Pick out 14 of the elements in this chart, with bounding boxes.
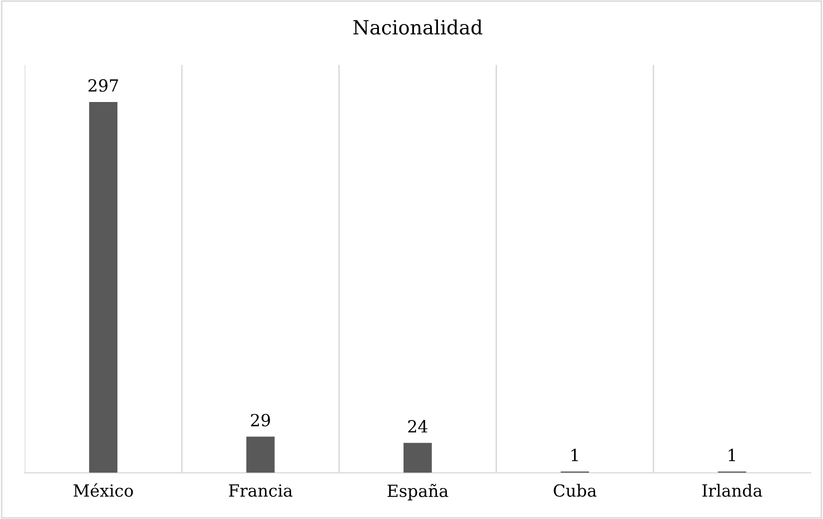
data-label: 1	[572, 448, 578, 462]
bar	[404, 442, 432, 473]
data-label: 29	[251, 414, 270, 426]
x-tick-label: Francia	[228, 484, 292, 497]
data-label: 1	[728, 448, 735, 462]
data-label: 297	[88, 79, 118, 92]
bar	[246, 436, 275, 473]
chart-title: Nacionalidad	[353, 20, 482, 35]
bar	[89, 102, 118, 473]
x-tick-label: Cuba	[554, 484, 596, 497]
x-tick-label: España	[388, 484, 448, 500]
data-label: 24	[408, 420, 428, 432]
x-tick-label: Irlanda	[702, 484, 762, 497]
x-tick-label: México	[74, 483, 133, 497]
